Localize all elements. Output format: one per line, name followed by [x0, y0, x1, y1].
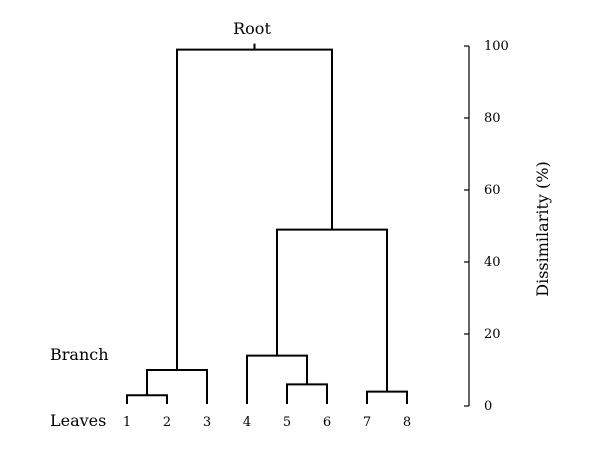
leaf-label-6: 6 [323, 415, 331, 430]
leaf-label-4: 4 [243, 415, 251, 430]
leaf-label-2: 2 [163, 415, 171, 430]
axis-tick-label-0: 0 [484, 399, 492, 414]
axis-tick-label-20: 20 [484, 327, 501, 342]
merge-1-2_3 [146, 369, 208, 404]
leaf-label-8: 8 [403, 415, 411, 430]
leaf-label-1: 1 [123, 415, 131, 430]
axis-tick-label-40: 40 [484, 255, 501, 270]
axis-tick-label-80: 80 [484, 111, 501, 126]
leaf-label-3: 3 [203, 415, 211, 430]
axis-tick-label-100: 100 [484, 39, 509, 54]
dissimilarity-axis: 0 20 40 60 80 100 [464, 39, 509, 414]
merge-7_8 [366, 390, 408, 404]
axis-title: Dissimilarity (%) [533, 161, 552, 296]
leaf-label-5: 5 [283, 415, 291, 430]
merge-1_2 [126, 394, 168, 404]
merge-4-5-6_7-8 [276, 228, 388, 392]
branch-label: Branch [50, 345, 109, 364]
leaf-label-7: 7 [363, 415, 371, 430]
merge-5_6 [286, 383, 328, 404]
dendrogram-tree [126, 43, 408, 404]
root-label: Root [233, 19, 271, 38]
merge-4_5-6 [246, 354, 308, 404]
leaves-label: Leaves [50, 411, 106, 430]
merge-1-2-3_4-5-6-7-8 [176, 48, 333, 370]
axis-tick-label-60: 60 [484, 183, 501, 198]
